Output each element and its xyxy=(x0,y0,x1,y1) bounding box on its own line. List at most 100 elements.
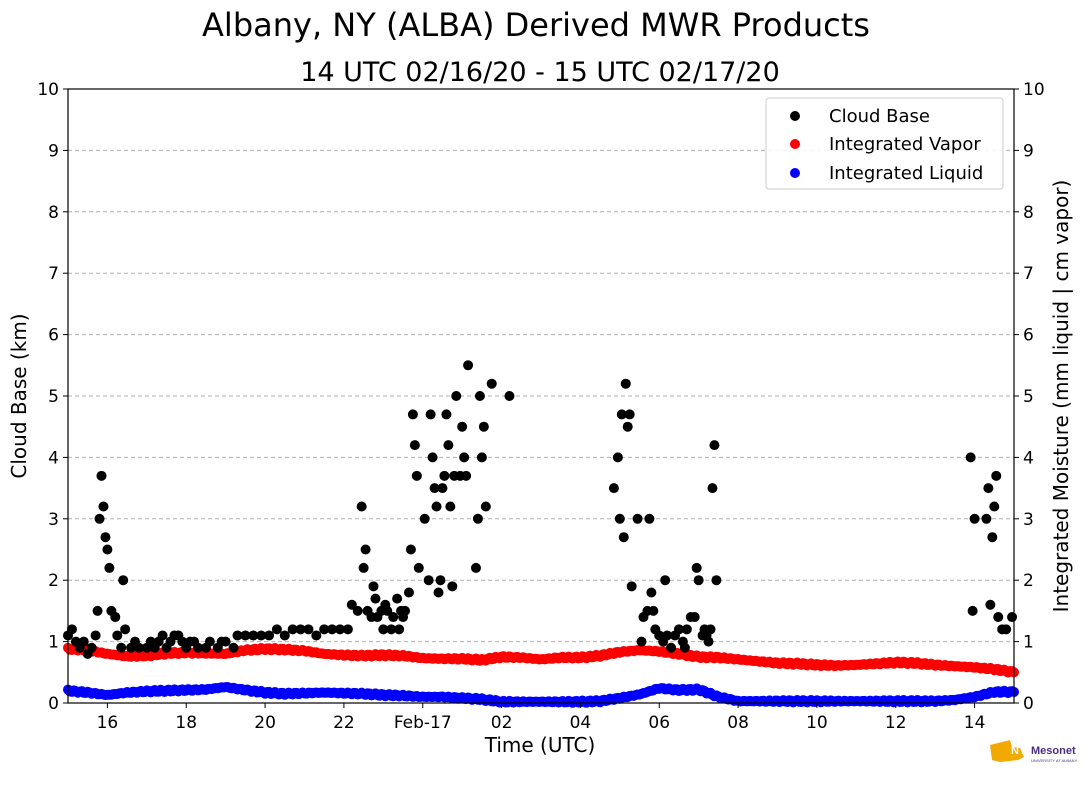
x-tick-label: 18 xyxy=(175,713,197,733)
y-tick-label: 8 xyxy=(48,203,59,223)
cloud-base-point xyxy=(987,532,998,543)
y-tick-label: 3 xyxy=(48,510,59,530)
x-tick-label: Feb-17 xyxy=(394,713,452,733)
cloud-base-point xyxy=(476,452,487,463)
cloud-base-point xyxy=(632,513,643,524)
cloud-base-point xyxy=(386,624,397,635)
cloud-base-point xyxy=(435,575,446,586)
y2-tick-label: 5 xyxy=(1023,387,1034,407)
y-tick-label: 0 xyxy=(48,694,59,714)
cloud-base-point xyxy=(1001,624,1012,635)
cloud-base-point xyxy=(673,624,684,635)
cloud-base-point xyxy=(327,624,338,635)
cloud-base-point xyxy=(644,513,655,524)
cloud-base-point xyxy=(392,593,403,604)
cloud-base-point xyxy=(403,587,414,598)
cloud-base-point xyxy=(394,624,405,635)
cloud-base-point xyxy=(666,642,677,653)
cloud-base-point xyxy=(303,624,314,635)
grid-lines xyxy=(68,149,1014,643)
cloud-base-point xyxy=(98,501,109,512)
cloud-base-point xyxy=(472,513,483,524)
cloud-base-point xyxy=(400,605,411,616)
cloud-base-point xyxy=(295,624,306,635)
y-tick-label: 5 xyxy=(48,387,59,407)
legend-label-integrated-liquid: Integrated Liquid xyxy=(829,163,983,184)
x-axis-label: Time (UTC) xyxy=(484,733,596,757)
cloud-base-point xyxy=(646,587,657,598)
cloud-base-point xyxy=(711,575,722,586)
cloud-base-point xyxy=(370,593,381,604)
cloud-base-point xyxy=(622,421,633,432)
y-tick-label: 4 xyxy=(48,448,59,468)
cloud-base-point xyxy=(116,642,127,653)
cloud-base-point xyxy=(983,483,994,494)
x-tick-label: 20 xyxy=(254,713,276,733)
y-tick-label: 7 xyxy=(48,264,59,284)
cloud-base-point xyxy=(707,483,718,494)
cloud-base-point xyxy=(94,513,105,524)
y2-tick-label: 2 xyxy=(1023,571,1034,591)
y2-tick-label: 1 xyxy=(1023,633,1034,653)
cloud-base-point xyxy=(311,630,322,641)
cloud-base-point xyxy=(1007,612,1018,623)
cloud-base-point xyxy=(405,544,416,555)
cloud-base-point xyxy=(459,452,470,463)
cloud-base-point xyxy=(689,612,700,623)
cloud-base-point xyxy=(360,544,371,555)
cloud-base-point xyxy=(433,587,444,598)
cloud-base-point xyxy=(271,624,282,635)
cloud-base-point xyxy=(648,605,659,616)
cloud-base-point xyxy=(470,562,481,573)
cloud-base-point xyxy=(66,624,77,635)
y-tick-label: 9 xyxy=(48,141,59,161)
cloud-base-point xyxy=(413,562,424,573)
cloud-base-point xyxy=(112,630,123,641)
cloud-base-point xyxy=(411,470,422,481)
cloud-base-point xyxy=(437,483,448,494)
cloud-base-point xyxy=(608,483,619,494)
cloud-base-point xyxy=(204,636,215,647)
cloud-base-point xyxy=(981,513,992,524)
cloud-base-point xyxy=(969,513,980,524)
nys-mesonet-logo: NYS Mesonet UNIVERSITY AT ALBANY xyxy=(990,740,1078,763)
cloud-base-point xyxy=(447,581,458,592)
cloud-base-point xyxy=(407,409,418,420)
cloud-base-point xyxy=(461,470,472,481)
y2-tick-label: 8 xyxy=(1023,203,1034,223)
cloud-base-point xyxy=(118,575,129,586)
y2-tick-label: 4 xyxy=(1023,448,1034,468)
cloud-base-point xyxy=(264,630,275,641)
cloud-base-point xyxy=(705,624,716,635)
cloud-base-point xyxy=(86,642,97,653)
cloud-base-point xyxy=(342,624,353,635)
cloud-base-point xyxy=(693,575,704,586)
y2-tick-label: 6 xyxy=(1023,326,1034,346)
cloud-base-point xyxy=(90,630,101,641)
cloud-base-point xyxy=(965,452,976,463)
y-tick-label: 6 xyxy=(48,326,59,346)
cloud-base-point xyxy=(104,562,115,573)
x-tick-label: 12 xyxy=(885,713,907,733)
cloud-base-point xyxy=(636,636,647,647)
y2-tick-label: 9 xyxy=(1023,141,1034,161)
cloud-base-point xyxy=(100,532,111,543)
cloud-base-point xyxy=(443,440,454,451)
y2-tick-label: 3 xyxy=(1023,510,1034,530)
cloud-base-point xyxy=(451,391,462,401)
cloud-base-point xyxy=(445,501,456,512)
x-tick-label: 08 xyxy=(727,713,749,733)
cloud-base-point xyxy=(478,421,489,432)
ny-state-shape-icon xyxy=(990,740,1024,762)
cloud-base-point xyxy=(256,630,267,641)
cloud-base-point xyxy=(388,612,399,623)
legend-box xyxy=(765,97,1004,190)
cloud-base-point xyxy=(504,391,515,401)
legend: Cloud Base Integrated Vapor Integrated L… xyxy=(765,97,1004,190)
cloud-base-point xyxy=(626,581,637,592)
cloud-base-point xyxy=(662,630,673,641)
y-tick-label: 1 xyxy=(48,633,59,653)
cloud-base-point xyxy=(378,624,389,635)
cloud-base-point xyxy=(352,605,363,616)
